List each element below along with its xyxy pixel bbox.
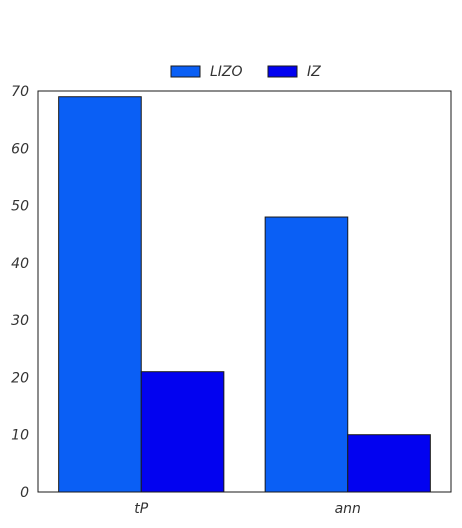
bar-lizo-tp [58,96,142,493]
bar-lizo-ann [264,216,349,493]
y-tick-label: 50 [11,199,29,215]
bar-iz-ann [347,434,431,493]
bars-layer [58,96,431,493]
y-axis-ticks: 0 10 20 30 40 50 60 70 [11,84,29,501]
y-tick-label: 30 [11,313,29,329]
legend-label-iz: IZ [307,64,321,80]
y-tick-label: 70 [11,84,29,100]
y-tick-label: 60 [11,141,29,157]
x-tick-label: tP [134,501,148,517]
legend-swatch-lizo [170,65,201,78]
y-tick-label: 40 [11,256,29,272]
x-axis-ticks: tP ann [134,501,361,517]
y-tick-label: 0 [20,485,29,501]
legend-swatch-iz [267,65,298,78]
legend: LIZO IZ [170,64,321,80]
bar-iz-tp [140,371,225,493]
x-tick-label: ann [335,501,361,517]
plot-frame [37,90,452,493]
legend-label-lizo: LIZO [210,64,243,80]
y-tick-label: 10 [11,428,29,444]
y-tick-label: 20 [11,370,29,386]
